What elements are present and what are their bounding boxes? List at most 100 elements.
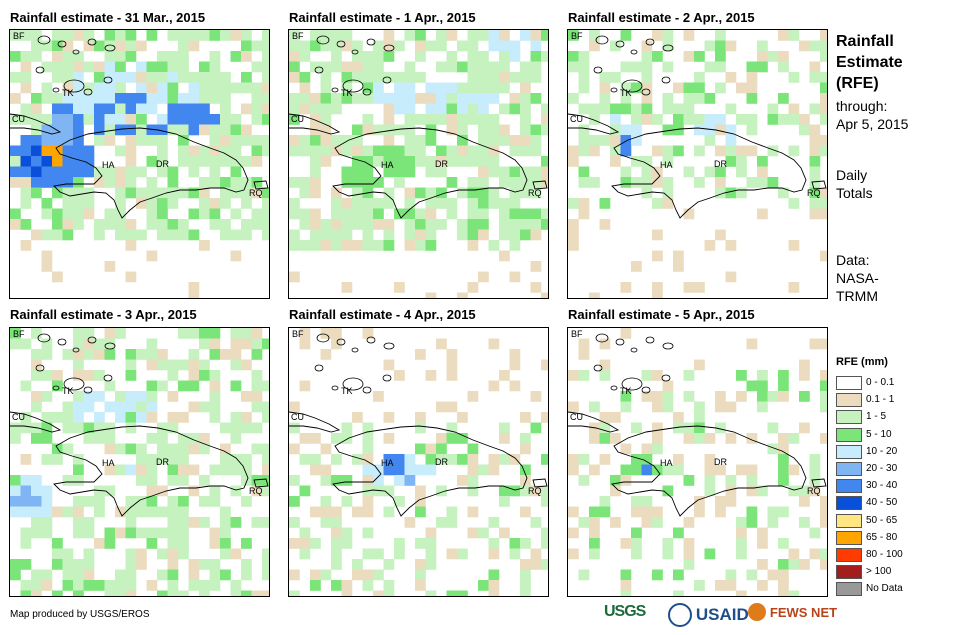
legend-label: 5 - 10 bbox=[866, 428, 892, 440]
sidebar-daily-line-1: Daily bbox=[836, 167, 868, 183]
island-outline bbox=[662, 44, 674, 52]
country-label-cu: CU bbox=[570, 114, 583, 124]
rainfall-raster bbox=[10, 30, 269, 298]
country-label-bf: BF bbox=[13, 329, 25, 339]
country-label-rq: RQ bbox=[528, 486, 542, 496]
cuba-outline bbox=[289, 411, 341, 433]
island-outline bbox=[342, 79, 364, 93]
island-outline bbox=[661, 76, 671, 84]
legend-swatch bbox=[836, 393, 862, 408]
country-label-dr: DR bbox=[714, 159, 727, 169]
country-label-ha: HA bbox=[381, 458, 394, 468]
country-label-bf: BF bbox=[292, 31, 304, 41]
country-label-ha: HA bbox=[102, 458, 115, 468]
island-outline bbox=[610, 385, 618, 391]
island-outline bbox=[366, 336, 376, 344]
island-outline bbox=[35, 364, 45, 372]
island-outline bbox=[314, 66, 324, 74]
country-label-dr: DR bbox=[156, 159, 169, 169]
island-outline bbox=[383, 44, 395, 52]
rainfall-raster bbox=[289, 328, 548, 596]
country-label-tk: TK bbox=[62, 386, 74, 396]
puerto-rico-outline bbox=[253, 180, 269, 190]
panel-title-3: Rainfall estimate - 2 Apr., 2015 bbox=[568, 10, 755, 25]
fews-logo-text: FEWS NET bbox=[769, 604, 838, 620]
sidebar-title-line-2: Estimate bbox=[836, 54, 903, 71]
hispaniola-outline bbox=[611, 127, 807, 219]
island-outline bbox=[383, 342, 395, 350]
sidebar-daily-line-2: Totals bbox=[836, 185, 873, 201]
legend-swatch bbox=[836, 376, 862, 390]
rainfall-map-panel: BF TK CU HA DR RQ bbox=[567, 29, 828, 299]
legend-label: No Data bbox=[866, 583, 903, 595]
legend-swatch bbox=[836, 496, 862, 511]
country-label-bf: BF bbox=[571, 329, 583, 339]
rainfall-map-panel: BF TK CU HA DR RQ bbox=[9, 29, 270, 299]
country-label-tk: TK bbox=[620, 88, 632, 98]
country-label-bf: BF bbox=[571, 31, 583, 41]
country-label-bf: BF bbox=[292, 329, 304, 339]
hispaniola-outline bbox=[332, 127, 528, 219]
puerto-rico-outline bbox=[532, 478, 548, 488]
puerto-rico-outline bbox=[811, 180, 827, 190]
legend-swatch bbox=[836, 513, 862, 528]
island-outline bbox=[57, 338, 67, 346]
legend-swatch bbox=[836, 427, 862, 442]
cuba-outline bbox=[289, 113, 341, 135]
island-outline bbox=[336, 338, 346, 346]
island-outline bbox=[63, 79, 85, 93]
country-label-tk: TK bbox=[341, 386, 353, 396]
rainfall-raster bbox=[10, 328, 269, 596]
map-credit: Map produced by USGS/EROS bbox=[10, 609, 150, 620]
island-outline bbox=[661, 374, 671, 382]
rainfall-map-panel: BF TK CU HA DR RQ bbox=[288, 327, 549, 597]
island-outline bbox=[37, 35, 51, 45]
island-outline bbox=[610, 87, 618, 93]
sidebar-title-line-3: (RFE) bbox=[836, 75, 879, 92]
island-outline bbox=[87, 336, 97, 344]
island-outline bbox=[630, 49, 638, 55]
sidebar-through-label: through: bbox=[836, 98, 888, 114]
island-outline bbox=[103, 374, 113, 382]
island-outline bbox=[316, 35, 330, 45]
island-outline bbox=[37, 333, 51, 343]
hispaniola-outline bbox=[332, 425, 528, 517]
legend-label: 20 - 30 bbox=[866, 463, 898, 474]
legend-swatch bbox=[836, 444, 862, 459]
country-label-bf: BF bbox=[13, 31, 25, 41]
legend-label: 40 - 50 bbox=[866, 497, 898, 509]
panel-title-1: Rainfall estimate - 31 Mar., 2015 bbox=[10, 10, 206, 25]
country-label-tk: TK bbox=[62, 88, 74, 98]
legend-swatch bbox=[836, 582, 862, 597]
legend-label: 0.1 - 1 bbox=[866, 394, 895, 406]
island-outline bbox=[382, 76, 392, 84]
island-outline bbox=[615, 338, 625, 346]
island-outline bbox=[72, 347, 80, 353]
country-label-dr: DR bbox=[156, 457, 169, 467]
panel-title-6: Rainfall estimate - 5 Apr., 2015 bbox=[568, 307, 755, 322]
panel-title-2: Rainfall estimate - 1 Apr., 2015 bbox=[289, 10, 476, 25]
island-outline bbox=[366, 38, 376, 46]
hispaniola-outline bbox=[53, 425, 249, 517]
island-outline bbox=[595, 333, 609, 343]
island-outline bbox=[362, 386, 372, 394]
legend-swatch bbox=[836, 548, 862, 562]
legend-swatch bbox=[836, 565, 862, 580]
rainfall-map-panel: BF TK CU HA DR RQ bbox=[567, 327, 828, 597]
island-outline bbox=[52, 385, 60, 391]
island-outline bbox=[621, 79, 643, 93]
sidebar-data-line-3: TRMM bbox=[836, 288, 878, 304]
island-outline bbox=[351, 49, 359, 55]
sidebar-through-date: Apr 5, 2015 bbox=[836, 116, 909, 132]
hispaniola-outline bbox=[611, 425, 807, 517]
island-outline bbox=[63, 377, 85, 391]
island-outline bbox=[316, 333, 330, 343]
sidebar-data-line-1: Data: bbox=[836, 252, 870, 268]
island-outline bbox=[104, 44, 116, 52]
country-label-rq: RQ bbox=[807, 486, 821, 496]
island-outline bbox=[103, 76, 113, 84]
usgs-logo-text: USGS bbox=[604, 603, 646, 620]
country-label-dr: DR bbox=[435, 159, 448, 169]
fews-globe-icon bbox=[748, 603, 766, 622]
country-label-dr: DR bbox=[714, 457, 727, 467]
